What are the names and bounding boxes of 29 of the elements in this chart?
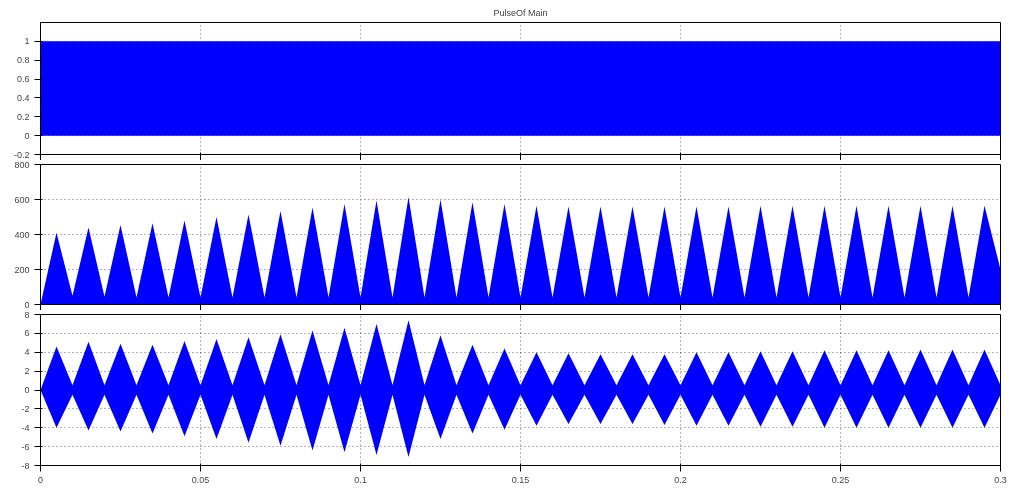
y-tick-label: 0 <box>24 385 30 395</box>
y-tick-label: 600 <box>14 194 30 205</box>
x-tick-label: 0.1 <box>354 474 367 485</box>
y-tick-label: 400 <box>14 229 30 240</box>
x-tick-label: 0.05 <box>191 474 210 485</box>
y-tick-label: 8 <box>24 309 30 320</box>
y-tick-label: 0.8 <box>16 55 30 66</box>
x-tick-label: 0.2 <box>674 474 687 485</box>
x-tick-label: 0.3 <box>994 474 1007 485</box>
y-tick-label: -6 <box>21 441 30 452</box>
y-tick-label: 0.6 <box>16 74 30 85</box>
y-tick-label: 200 <box>14 264 30 275</box>
y-tick-label: 0.4 <box>16 92 30 103</box>
y-tick-label: -2 <box>21 403 30 414</box>
y-tick-label: -0.2 <box>13 149 30 160</box>
y-tick-label: 4 <box>24 347 30 358</box>
y-tick-label: 0 <box>24 299 30 310</box>
y-tick-label: 6 <box>24 328 30 339</box>
y-tick-label: 0.2 <box>16 111 30 122</box>
y-tick-label: 1 <box>24 36 30 47</box>
y-tick-label: 0 <box>24 130 30 141</box>
x-tick-label: 0.15 <box>511 474 530 485</box>
x-tick-label: 0 <box>38 474 44 485</box>
y-tick-label: -4 <box>21 422 30 433</box>
y-tick-label: -8 <box>21 460 30 471</box>
x-tick-label: 0.25 <box>831 474 850 485</box>
y-tick-label: 2 <box>24 366 30 377</box>
y-tick-label: 800 <box>14 159 30 170</box>
chart-title: PulseOf Main <box>493 7 548 18</box>
